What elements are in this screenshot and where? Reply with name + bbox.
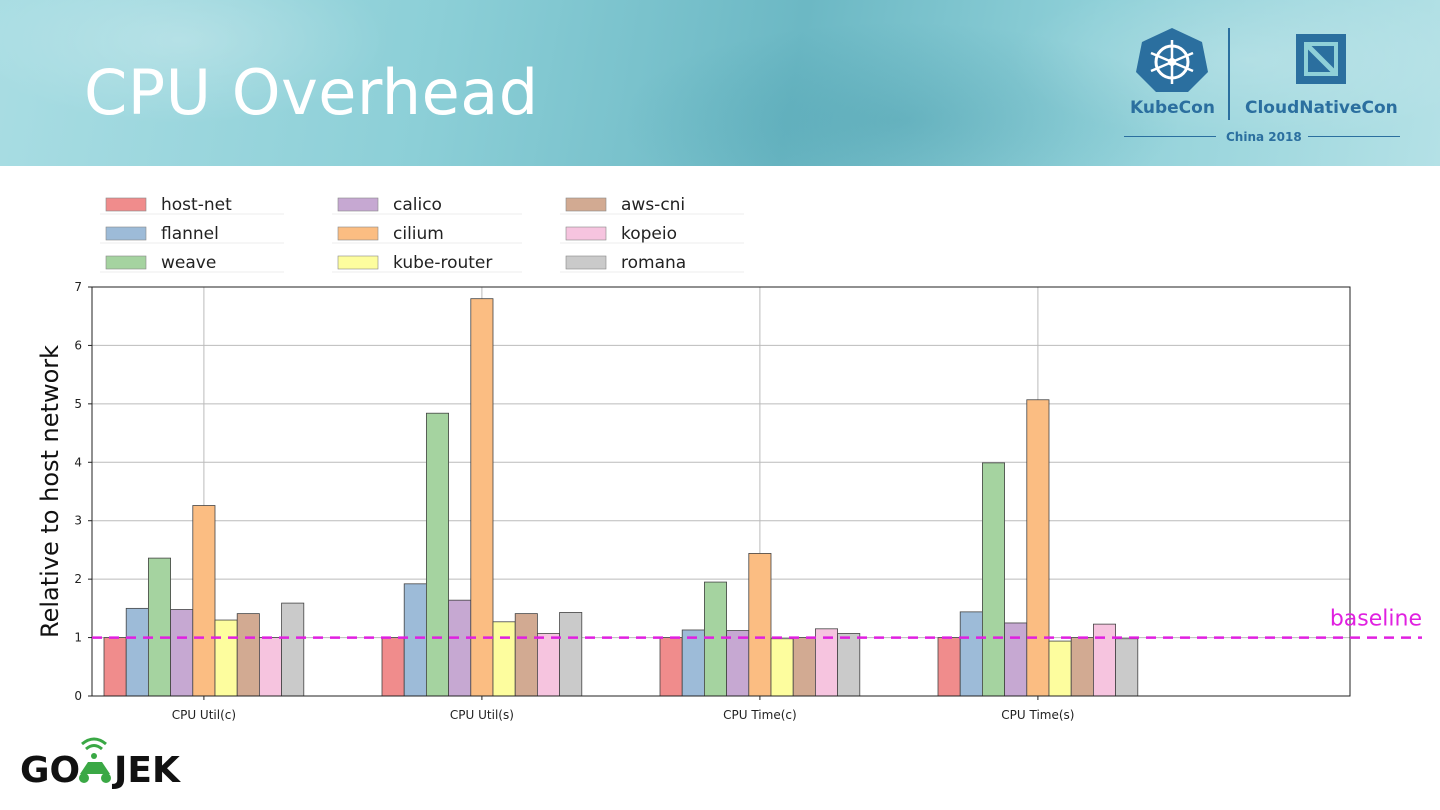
- scooter-rider-icon: [79, 737, 111, 783]
- bar-romana-2: [837, 633, 861, 697]
- gojek-logo: GO JEK: [18, 734, 188, 791]
- slide-header: CPU Overhead KubeCon CloudNativeCon Chin…: [0, 0, 1440, 166]
- bar-kopeio-2: [815, 628, 839, 697]
- legend-label-romana: romana: [621, 253, 686, 273]
- y-axis-ticks: 0 1 2 3 4 5 6 7: [74, 280, 92, 703]
- bar-host-net-2: [659, 637, 683, 697]
- bar-cilium-2: [748, 553, 772, 697]
- bar-romana-0: [281, 602, 305, 697]
- x-tick-label-3: CPU Time(s): [1001, 708, 1074, 722]
- bar-kube-router-3: [1048, 640, 1072, 697]
- cncf-icon: [1296, 34, 1346, 84]
- plot-frame: [91, 286, 1351, 697]
- event-rule-right: [1308, 136, 1400, 137]
- legend-swatch-weave: [105, 255, 147, 270]
- chart-bars: [103, 298, 1139, 697]
- legend-swatch-kube-router: [337, 255, 379, 270]
- bar-calico-3: [1004, 622, 1028, 697]
- bar-kube-router-0: [214, 619, 238, 697]
- bar-weave-0: [147, 557, 171, 697]
- x-tick-label-2: CPU Time(c): [723, 708, 797, 722]
- cpu-overhead-chart: host-net flannel weave calico cilium kube-rou…: [36, 195, 1422, 722]
- y-tick-label-4: 4: [74, 455, 82, 469]
- page-title: CPU Overhead: [84, 56, 539, 129]
- chart-legend: host-net flannel weave calico cilium kube-rou…: [100, 195, 744, 273]
- legend-swatch-kopeio: [565, 226, 607, 241]
- bar-aws-cni-3: [1070, 637, 1094, 697]
- legend-swatch-calico: [337, 197, 379, 212]
- bar-kopeio-3: [1093, 623, 1117, 697]
- bar-aws-cni-1: [514, 613, 538, 697]
- y-tick-label-1: 1: [74, 631, 82, 645]
- legend-swatch-flannel: [105, 226, 147, 241]
- kubecon-text: KubeCon: [1130, 98, 1215, 118]
- bar-kube-router-1: [492, 621, 516, 697]
- y-tick-label-0: 0: [74, 689, 82, 703]
- y-tick-label-6: 6: [74, 338, 82, 352]
- event-label: China 2018: [1226, 130, 1302, 144]
- gojek-text-right: JEK: [114, 750, 180, 791]
- bar-flannel-1: [403, 583, 427, 697]
- bar-kopeio-1: [537, 633, 561, 697]
- legend-label-calico: calico: [393, 195, 442, 215]
- logo-divider: [1228, 28, 1230, 120]
- bar-host-net-1: [381, 637, 405, 697]
- bar-aws-cni-0: [236, 613, 260, 697]
- bar-flannel-3: [959, 611, 983, 697]
- bar-calico-1: [448, 599, 472, 697]
- y-tick-label-3: 3: [74, 514, 82, 528]
- cloudnativecon-text: CloudNativeCon: [1245, 98, 1398, 118]
- x-axis-ticks: CPU Util(c) CPU Util(s) CPU Time(c) CPU Tim…: [172, 696, 1075, 722]
- y-tick-label-5: 5: [74, 397, 82, 411]
- gojek-text-left: GO: [20, 750, 81, 791]
- bar-kube-router-2: [770, 638, 794, 697]
- bar-weave-2: [704, 581, 728, 697]
- y-axis-label: Relative to host network: [36, 345, 64, 638]
- kubernetes-helm-icon: [1136, 28, 1208, 92]
- bar-cilium-3: [1026, 399, 1050, 697]
- legend-label-host-net: host-net: [161, 195, 232, 215]
- y-tick-label-7: 7: [74, 280, 82, 294]
- legend-label-weave: weave: [161, 253, 216, 273]
- bar-weave-3: [982, 462, 1006, 697]
- bar-flannel-2: [681, 629, 705, 697]
- legend-label-flannel: flannel: [161, 224, 219, 244]
- x-tick-label-0: CPU Util(c): [172, 708, 236, 722]
- baseline-label: baseline: [1330, 607, 1422, 632]
- bar-calico-0: [170, 609, 194, 697]
- bar-weave-1: [425, 412, 449, 697]
- event-rule-left: [1124, 136, 1216, 137]
- legend-swatch-cilium: [337, 226, 379, 241]
- bar-host-net-0: [103, 637, 127, 697]
- legend-swatch-host-net: [105, 197, 147, 212]
- bar-romana-3: [1115, 638, 1139, 697]
- bar-cilium-0: [192, 505, 216, 697]
- kubecon-logo: KubeCon CloudNativeCon China 2018: [1120, 26, 1410, 156]
- legend-label-kube-router: kube-router: [393, 253, 492, 273]
- bar-romana-1: [559, 612, 583, 697]
- y-tick-label-2: 2: [74, 572, 82, 586]
- bar-flannel-0: [125, 607, 149, 697]
- legend-label-kopeio: kopeio: [621, 224, 677, 244]
- bar-kopeio-0: [258, 637, 282, 697]
- bar-calico-2: [726, 630, 750, 697]
- legend-swatch-romana: [565, 255, 607, 270]
- legend-label-cilium: cilium: [393, 224, 444, 244]
- bar-aws-cni-2: [792, 637, 816, 697]
- x-tick-label-1: CPU Util(s): [450, 708, 514, 722]
- legend-swatch-aws-cni: [565, 197, 607, 212]
- legend-label-aws-cni: aws-cni: [621, 195, 685, 215]
- bar-host-net-3: [937, 637, 961, 697]
